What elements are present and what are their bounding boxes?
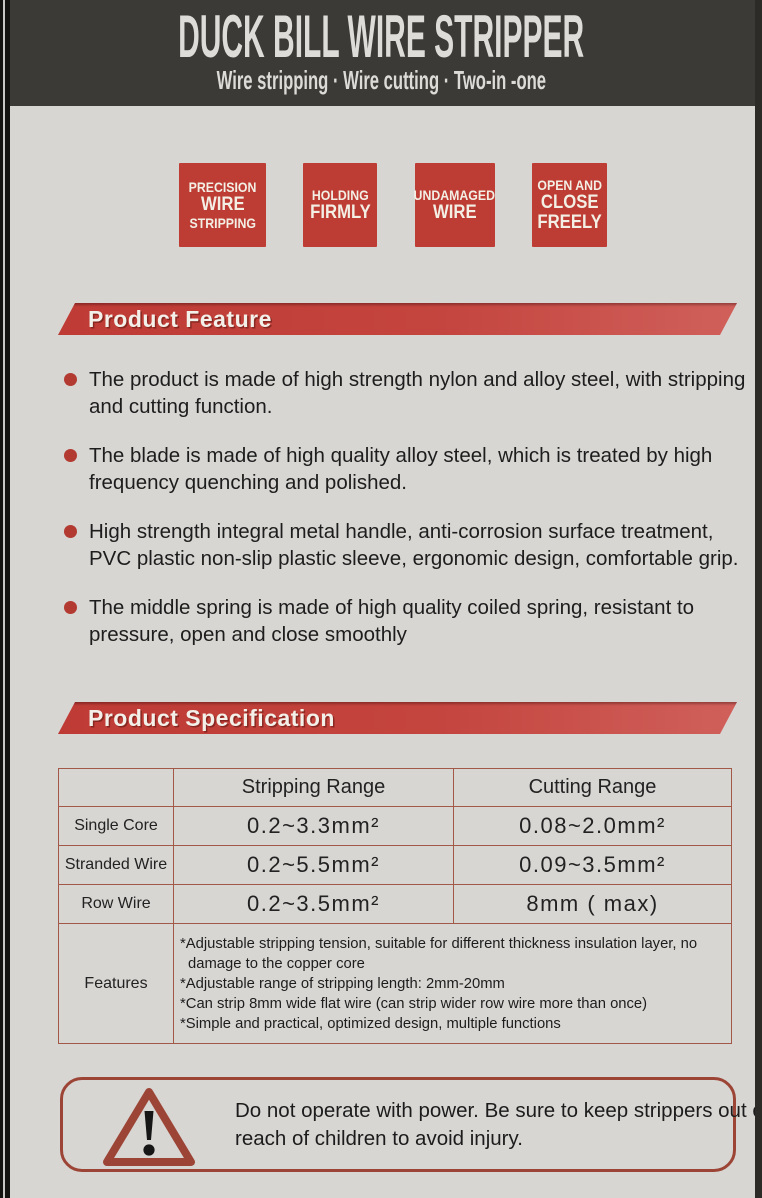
section-title: Product Specification (88, 705, 335, 731)
cutting-range-value: 0.09~3.5mm² (453, 845, 732, 885)
table-row-stranded-wire: Stranded Wire 0.2~5.5mm² 0.09~3.5mm² (58, 845, 732, 885)
product-subtitle: Wire stripping · Wire cutting · Two-in -… (216, 65, 546, 95)
section-banner-product-feature: Product Feature (58, 303, 737, 335)
badge-line: UNDAMAGED (413, 187, 496, 203)
table-header-row: Stripping Range Cutting Range (58, 768, 732, 807)
stripping-range-value: 0.2~5.5mm² (173, 845, 454, 885)
bullet-text: The blade is made of high quality alloy … (89, 444, 713, 494)
badge-open-close-freely: OPEN AND CLOSE FREELY (531, 163, 607, 247)
badge-line: WIRE (200, 194, 245, 215)
corner-cell (58, 768, 174, 807)
feature-bullet: The blade is made of high quality alloy … (64, 442, 754, 496)
badge-line: FREELY (537, 212, 602, 233)
feature-bullet: The middle spring is made of high qualit… (64, 594, 754, 648)
section-title: Product Feature (88, 306, 272, 332)
feature-bullet-list: The product is made of high strength nyl… (64, 366, 754, 670)
badge-undamaged-wire: UNDAMAGED WIRE (413, 163, 496, 247)
photo-edge-right (755, 0, 762, 1198)
specification-table: Stripping Range Cutting Range Single Cor… (58, 768, 732, 1044)
bullet-text: High strength integral metal handle, ant… (89, 520, 739, 570)
product-title: DUCK BILL WIRE STRIPPER (177, 3, 585, 70)
badge-holding-firmly: HOLDING FIRMLY (303, 163, 378, 247)
table-row-single-core: Single Core 0.2~3.3mm² 0.08~2.0mm² (58, 806, 732, 846)
badge-line: PRECISION (188, 179, 257, 195)
row-label: Stranded Wire (58, 845, 174, 885)
column-header-cutting-range: Cutting Range (453, 768, 732, 807)
column-header-stripping-range: Stripping Range (173, 768, 454, 807)
cutting-range-value: 0.08~2.0mm² (453, 806, 732, 846)
feature-item: *Can strip 8mm wide flat wire (can strip… (180, 995, 648, 1012)
stripping-range-value: 0.2~3.3mm² (173, 806, 454, 846)
row-label: Single Core (58, 806, 174, 846)
warning-text: Do not operate with power. Be sure to ke… (235, 1098, 762, 1150)
table-row-features: Features *Adjustable stripping tension, … (58, 923, 732, 1044)
table-row-row-wire: Row Wire 0.2~3.5mm² 8mm ( max) (58, 884, 732, 924)
features-label: Features (58, 923, 174, 1044)
badge-line: WIRE (432, 202, 477, 223)
photo-edge-highlight (3, 0, 5, 1198)
badge-line: OPEN AND (537, 177, 602, 193)
section-banner-product-specification: Product Specification (58, 702, 737, 734)
stripping-range-value: 0.2~3.5mm² (173, 884, 454, 924)
badge-line: CLOSE (540, 192, 599, 213)
features-cell: *Adjustable stripping tension, suitable … (173, 923, 732, 1044)
bullet-text: The product is made of high strength nyl… (89, 368, 746, 418)
bullet-text: The middle spring is made of high qualit… (89, 596, 695, 646)
feature-item: *Simple and practical, optimized design,… (180, 1015, 561, 1032)
bullet-dot-icon (64, 449, 77, 462)
feature-bullet: High strength integral metal handle, ant… (64, 518, 754, 572)
cutting-range-value: 8mm ( max) (453, 884, 732, 924)
badge-line: HOLDING (311, 187, 369, 203)
header-banner: DUCK BILL WIRE STRIPPER Wire stripping ·… (0, 0, 762, 106)
warning-triangle-icon (103, 1088, 195, 1166)
badge-line: FIRMLY (309, 202, 371, 223)
feature-item: *Adjustable stripping tension, suitable … (180, 935, 698, 972)
row-label: Row Wire (58, 884, 174, 924)
feature-item: *Adjustable range of stripping length: 2… (180, 975, 505, 992)
bullet-dot-icon (64, 373, 77, 386)
warning-box: Do not operate with power. Be sure to ke… (60, 1077, 762, 1172)
features-list: *Adjustable stripping tension, suitable … (174, 928, 731, 1040)
feature-badges: PRECISION WIRE STRIPPING HOLDING FIRMLY … (179, 163, 607, 247)
bullet-dot-icon (64, 601, 77, 614)
bullet-dot-icon (64, 525, 77, 538)
badge-line: STRIPPING (189, 215, 256, 231)
feature-bullet: The product is made of high strength nyl… (64, 366, 754, 420)
photo-edge-left (0, 0, 10, 1198)
badge-precision-wire-stripping: PRECISION WIRE STRIPPING (179, 163, 266, 247)
